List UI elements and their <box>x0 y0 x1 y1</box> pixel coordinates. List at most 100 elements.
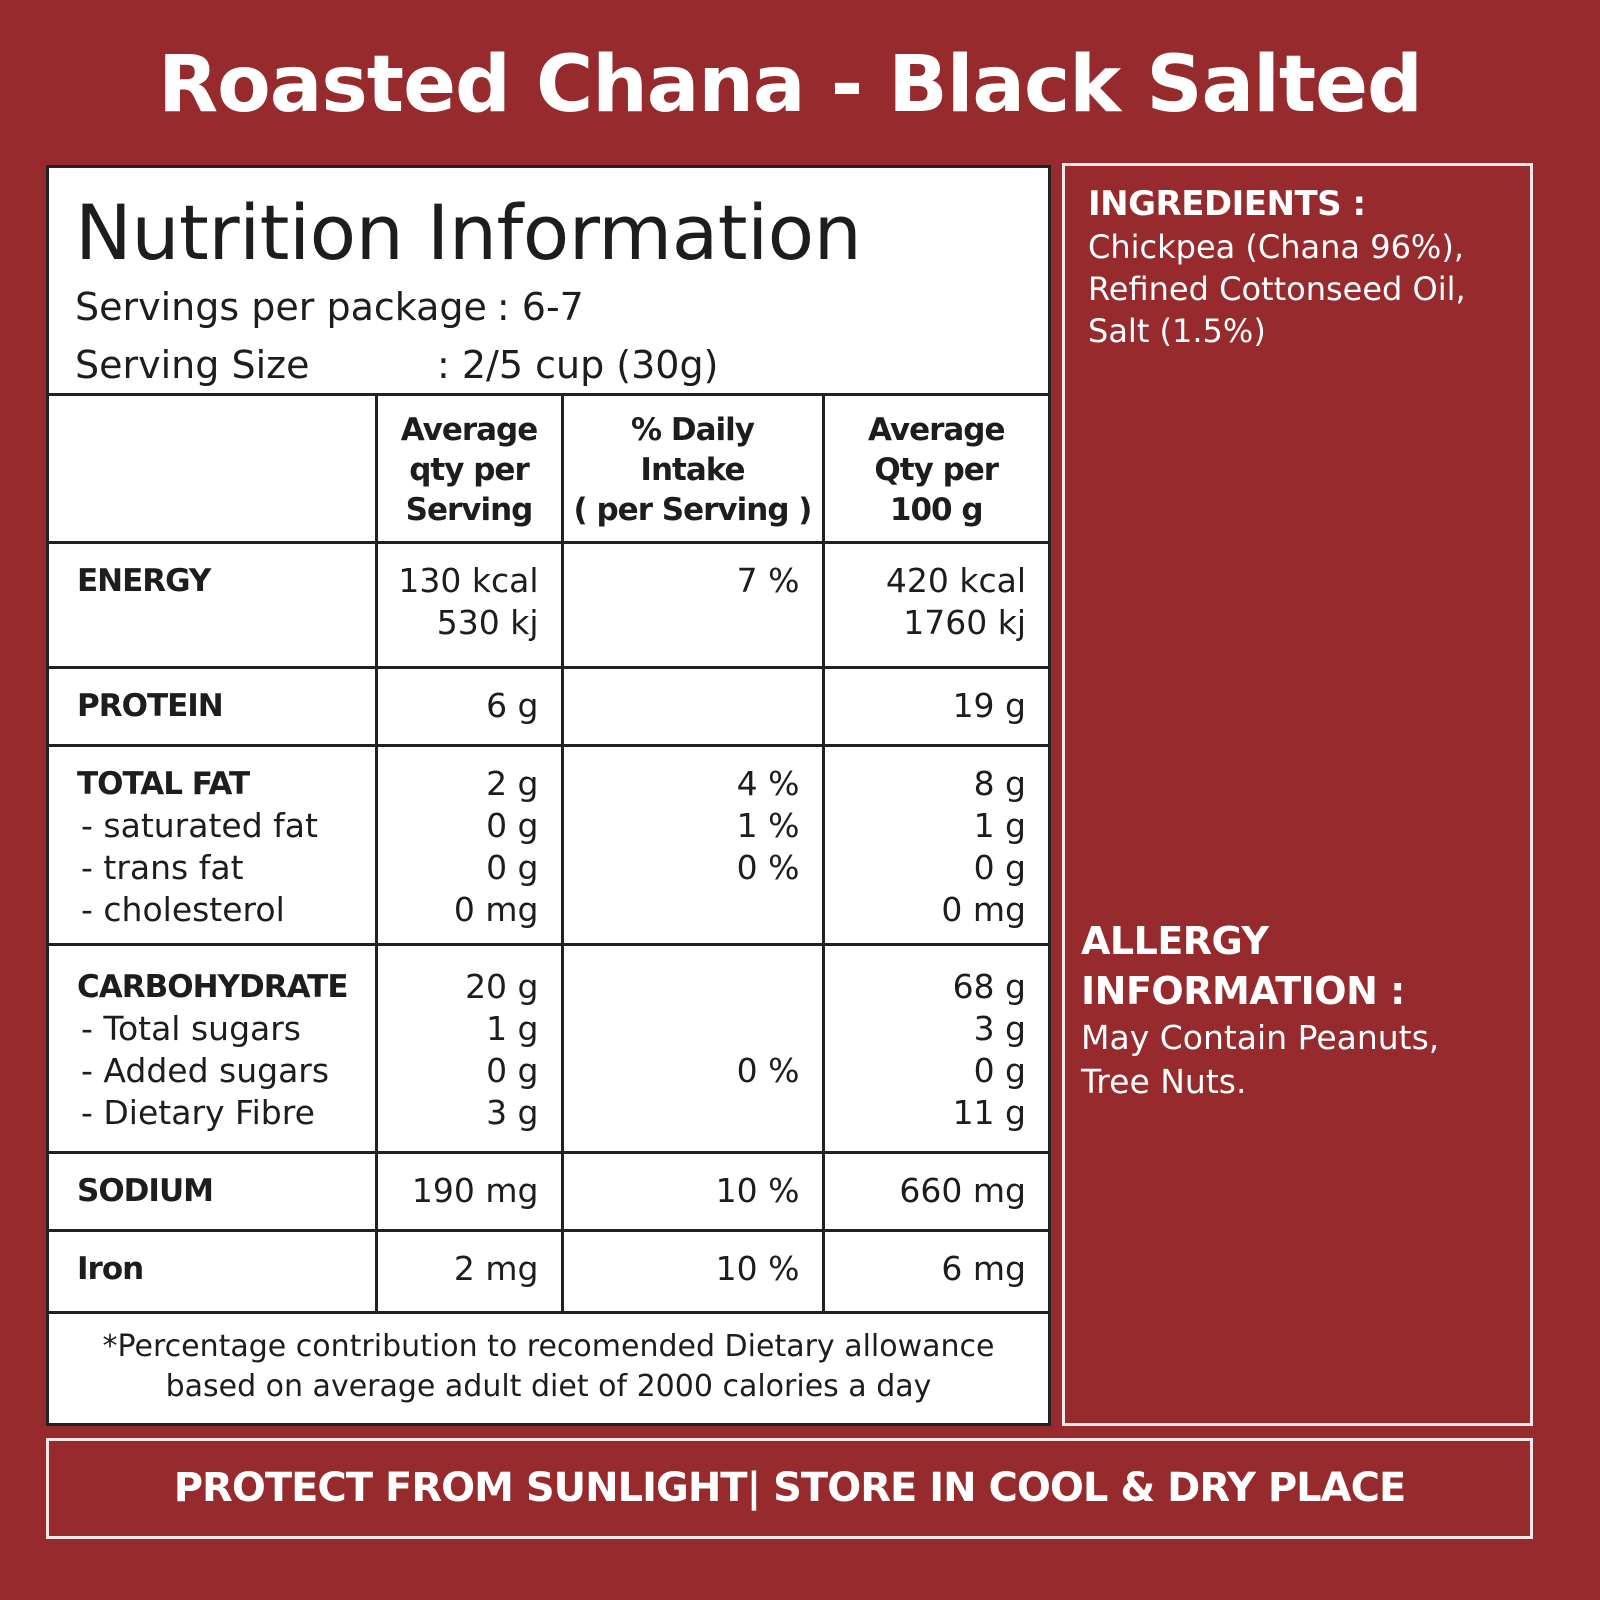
column-header-per-serving: Average qty per Serving <box>374 393 564 544</box>
nutrient-sublabel: - Total sugars <box>81 1009 301 1048</box>
value: 0 g <box>973 848 1026 887</box>
nutrient-label-cell: TOTAL FAT - saturated fat - trans fat - … <box>49 744 378 946</box>
per-serving-cell: 2 g 0 g 0 g 0 mg <box>374 744 564 946</box>
value: 660 mg <box>899 1171 1026 1210</box>
nutrient-sublabel: - Dietary Fibre <box>81 1093 315 1132</box>
daily-intake-cell: 0 % <box>560 943 825 1154</box>
ingredients-section: INGREDIENTS : Chickpea (Chana 96%), Refi… <box>1088 182 1466 352</box>
column-header-daily-intake: % Daily Intake ( per Serving ) <box>560 393 825 544</box>
table-row-iron: Iron 2 mg 10 % 6 mg <box>49 1229 1048 1314</box>
per-serving-cell: 130 kcal 530 kj <box>374 541 564 669</box>
per-serving-cell: 6 g <box>374 666 564 747</box>
table-row-protein: PROTEIN 6 g 19 g <box>49 666 1048 747</box>
servings-label: Servings per package <box>75 285 487 329</box>
value <box>564 1008 800 1050</box>
nutrition-header: Nutrition Information Servings per packa… <box>75 188 862 394</box>
value: 2 g <box>486 764 539 803</box>
value: 130 kcal <box>398 561 539 600</box>
storage-banner: PROTECT FROM SUNLIGHT| STORE IN COOL & D… <box>46 1438 1533 1539</box>
daily-intake-cell: 10 % <box>560 1151 825 1232</box>
ingredient-line: Chickpea (Chana 96%), <box>1088 228 1464 266</box>
per-100g-cell: 68 g 3 g 0 g 11 g <box>821 943 1048 1154</box>
value: 1 g <box>973 806 1026 845</box>
nutrient-label-cell: ENERGY <box>49 541 378 669</box>
nutrition-panel: Nutrition Information Servings per packa… <box>46 165 1051 1426</box>
value: 7 % <box>736 561 800 600</box>
value: 530 kj <box>436 603 539 642</box>
value: 0 % <box>736 1051 800 1090</box>
value: 1 g <box>486 1009 539 1048</box>
nutrient-label: ENERGY <box>77 563 211 599</box>
value: 420 kcal <box>885 561 1026 600</box>
value: 1 % <box>736 806 800 845</box>
ingredients-allergy-panel: INGREDIENTS : Chickpea (Chana 96%), Refi… <box>1062 163 1533 1426</box>
allergy-line: Tree Nuts. <box>1081 1062 1247 1101</box>
value: 6 mg <box>941 1249 1026 1288</box>
servings-per-package: Servings per package : 6-7 <box>75 278 861 336</box>
value <box>564 966 800 1008</box>
nutrient-label: PROTEIN <box>77 688 224 724</box>
value: 20 g <box>465 967 539 1006</box>
value: 19 g <box>952 686 1026 725</box>
value: 10 % <box>715 1249 800 1288</box>
table-row-total-fat: TOTAL FAT - saturated fat - trans fat - … <box>49 744 1048 946</box>
value: 190 mg <box>411 1171 539 1210</box>
table-row-energy: ENERGY 130 kcal 530 kj 7 % 420 kcal 1760… <box>49 541 1048 669</box>
ingredient-line: Salt (1.5%) <box>1088 312 1266 350</box>
value: 4 % <box>736 764 800 803</box>
nutrient-sublabel: - trans fat <box>81 848 244 887</box>
value: 10 % <box>715 1171 800 1210</box>
header-line: Average <box>867 412 1006 448</box>
value <box>564 1092 800 1134</box>
allergy-line: May Contain Peanuts, <box>1081 1018 1440 1057</box>
header-line: ( per Serving ) <box>573 492 813 528</box>
per-100g-cell: 6 mg <box>821 1229 1048 1314</box>
per-100g-cell: 8 g 1 g 0 g 0 mg <box>821 744 1048 946</box>
nutrient-label-cell: SODIUM <box>49 1151 378 1232</box>
value: 0 g <box>973 1051 1026 1090</box>
value: 0 g <box>486 806 539 845</box>
nutrient-label: Iron <box>77 1251 144 1287</box>
header-line: Average <box>400 412 539 448</box>
table-row-carbohydrate: CARBOHYDRATE - Total sugars - Added suga… <box>49 943 1048 1154</box>
per-serving-cell: 190 mg <box>374 1151 564 1232</box>
footnote-line: *Percentage contribution to recomended D… <box>102 1329 995 1364</box>
per-100g-cell: 19 g <box>821 666 1048 747</box>
value: 3 g <box>973 1009 1026 1048</box>
allergy-heading: INFORMATION : <box>1081 969 1405 1013</box>
header-line: 100 g <box>889 492 984 528</box>
value: 0 g <box>486 848 539 887</box>
value: 1760 kj <box>903 603 1026 642</box>
header-line: Qty per <box>874 452 999 488</box>
column-header-nutrient <box>49 393 378 544</box>
daily-intake-cell: 7 % <box>560 541 825 669</box>
nutrient-sublabel: - Added sugars <box>81 1051 330 1090</box>
ingredient-line: Refined Cottonseed Oil, <box>1088 270 1466 308</box>
nutrition-table: Average qty per Serving % Daily Intake (… <box>49 393 1048 1314</box>
value: 11 g <box>952 1093 1026 1132</box>
value: 6 g <box>486 686 539 725</box>
footnote-line: based on average adult diet of 2000 calo… <box>165 1369 932 1404</box>
serving-size-label: Serving Size <box>75 343 310 387</box>
value: 0 % <box>736 848 800 887</box>
allergy-section: ALLERGY INFORMATION : May Contain Peanut… <box>1081 916 1439 1104</box>
daily-intake-cell <box>560 666 825 747</box>
daily-allowance-footnote: *Percentage contribution to recomended D… <box>49 1309 1048 1423</box>
per-serving-cell: 20 g 1 g 0 g 3 g <box>374 943 564 1154</box>
nutrient-label: SODIUM <box>77 1173 214 1209</box>
value: 68 g <box>952 967 1026 1006</box>
table-header-row: Average qty per Serving % Daily Intake (… <box>49 393 1048 544</box>
value: 2 mg <box>453 1249 539 1288</box>
value: 0 g <box>486 1051 539 1090</box>
header-line: Serving <box>405 492 534 528</box>
serving-size-value: : 2/5 cup (30g) <box>437 343 719 387</box>
value: 3 g <box>486 1093 539 1132</box>
servings-value: : 6-7 <box>496 285 584 329</box>
product-title: Roasted Chana - Black Salted <box>158 40 1423 130</box>
value: 0 mg <box>453 890 539 929</box>
daily-intake-cell: 10 % <box>560 1229 825 1314</box>
per-100g-cell: 660 mg <box>821 1151 1048 1232</box>
nutrition-heading: Nutrition Information <box>75 188 862 277</box>
nutrient-label-cell: Iron <box>49 1229 378 1314</box>
value: 0 mg <box>941 890 1026 929</box>
